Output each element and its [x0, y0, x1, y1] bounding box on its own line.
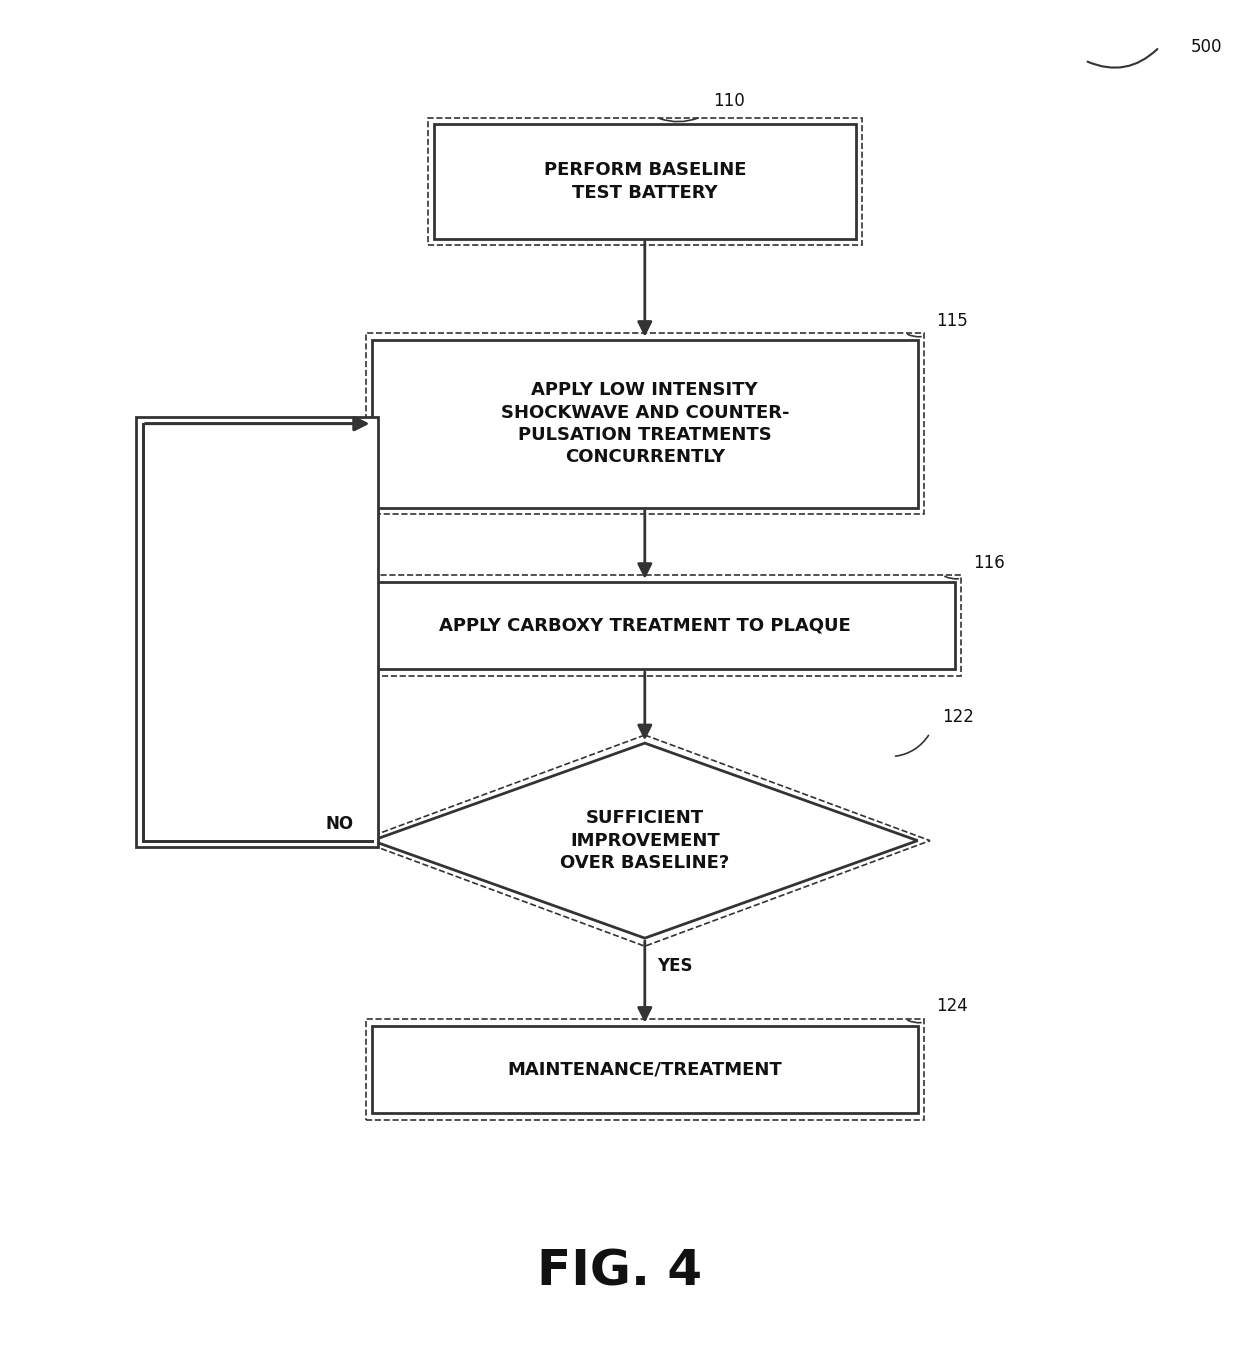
Text: PERFORM BASELINE
TEST BATTERY: PERFORM BASELINE TEST BATTERY — [543, 161, 746, 202]
FancyBboxPatch shape — [372, 339, 918, 507]
Text: 116: 116 — [973, 554, 1006, 572]
FancyBboxPatch shape — [136, 417, 378, 847]
Text: 122: 122 — [942, 709, 975, 726]
Text: MAINTENANCE/TREATMENT: MAINTENANCE/TREATMENT — [507, 1060, 782, 1079]
Text: FIG. 4: FIG. 4 — [537, 1247, 703, 1295]
Text: APPLY LOW INTENSITY
SHOCKWAVE AND COUNTER-
PULSATION TREATMENTS
CONCURRENTLY: APPLY LOW INTENSITY SHOCKWAVE AND COUNTE… — [501, 382, 789, 465]
Text: YES: YES — [657, 958, 693, 975]
FancyBboxPatch shape — [335, 581, 955, 668]
Text: SUFFICIENT
IMPROVEMENT
OVER BASELINE?: SUFFICIENT IMPROVEMENT OVER BASELINE? — [560, 810, 729, 872]
Polygon shape — [372, 742, 918, 939]
Text: APPLY CARBOXY TREATMENT TO PLAQUE: APPLY CARBOXY TREATMENT TO PLAQUE — [439, 616, 851, 635]
Text: 500: 500 — [1190, 38, 1221, 56]
FancyBboxPatch shape — [372, 1025, 918, 1114]
Text: 110: 110 — [713, 93, 745, 110]
Text: NO: NO — [325, 815, 353, 834]
Text: 124: 124 — [936, 998, 968, 1015]
Text: 115: 115 — [936, 312, 968, 330]
FancyBboxPatch shape — [434, 125, 856, 239]
